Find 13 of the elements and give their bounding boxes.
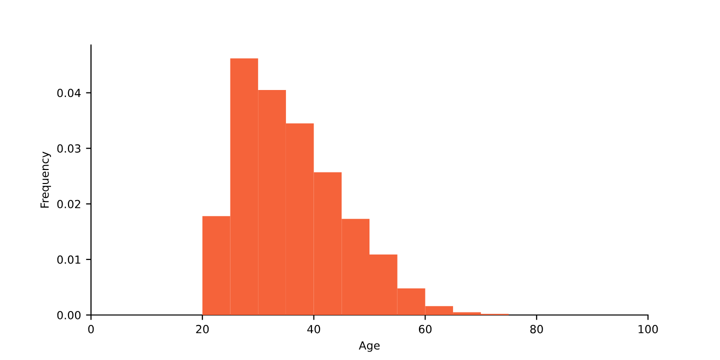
x-tick-label: 100 bbox=[638, 324, 658, 334]
x-tick-label: 80 bbox=[530, 324, 543, 334]
y-tick-label: 0.02 bbox=[57, 200, 80, 208]
y-tick-label: 0.00 bbox=[57, 310, 81, 320]
x-axis-title: Age bbox=[358, 341, 380, 352]
y-tick-label: 0.04 bbox=[57, 88, 81, 98]
x-tick-label: 0 bbox=[88, 324, 94, 334]
y-axis-title: Frequency bbox=[40, 152, 51, 208]
x-tick-label: 40 bbox=[307, 324, 320, 334]
x-tick-label: 20 bbox=[196, 324, 209, 334]
y-tick-label: 0.03 bbox=[57, 144, 80, 153]
y-tick-label: 0.01 bbox=[57, 255, 80, 264]
x-tick-label: 60 bbox=[418, 324, 432, 334]
